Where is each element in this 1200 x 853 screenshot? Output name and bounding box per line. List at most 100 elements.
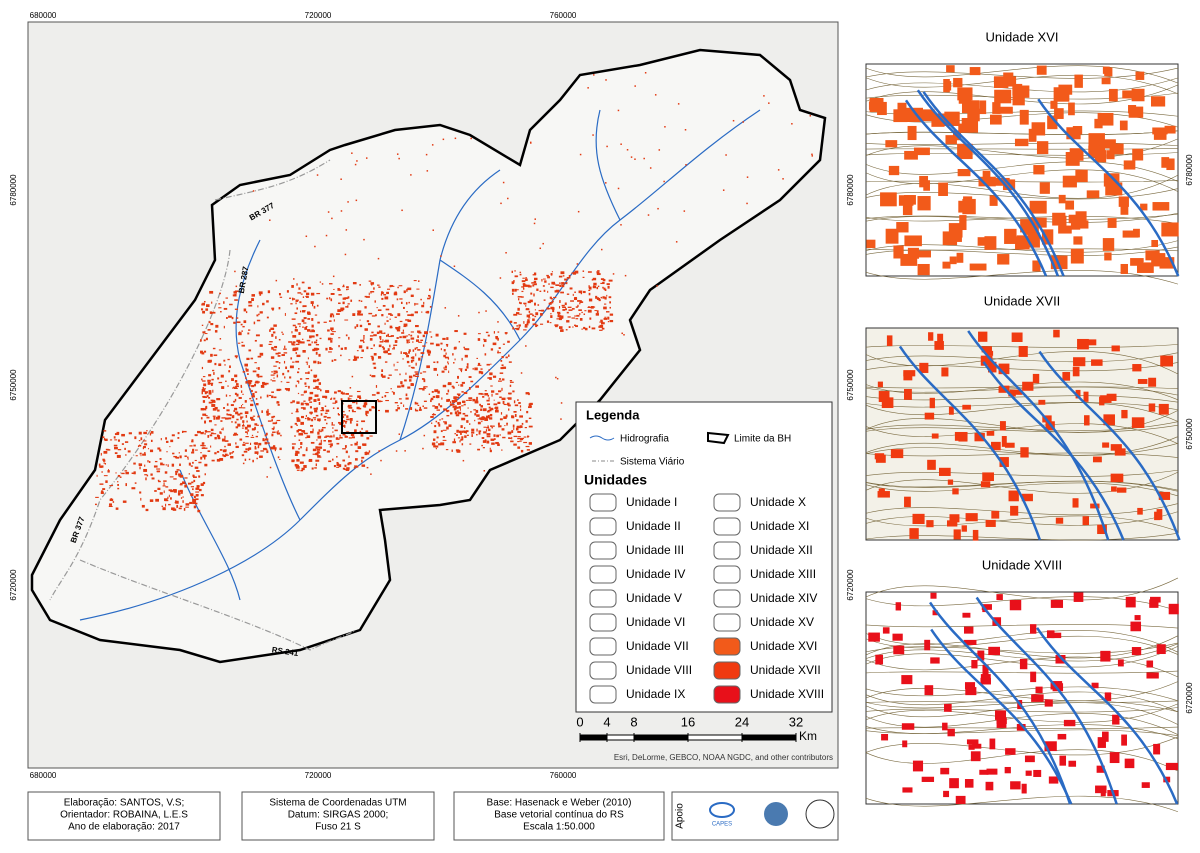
scale-label: 0 [576,714,583,729]
patch [113,444,118,447]
unit-label: Unidade VI [626,615,685,629]
patch [271,416,274,419]
unit-label: Unidade II [626,519,681,533]
patch [371,394,376,396]
unit-cell [1065,200,1075,210]
inset-locator [341,400,377,434]
unit-cell [949,778,959,789]
patch [267,408,269,411]
patch [204,447,208,449]
patch [438,403,440,406]
patch [603,287,606,290]
patch [357,312,361,316]
patch [330,398,332,400]
patch [370,291,372,294]
patch [319,389,322,392]
unit-cell [1148,377,1157,387]
patch [261,410,263,413]
patch [353,466,356,469]
contour [865,386,1179,396]
patch [397,286,399,289]
unit-cell [1052,212,1066,226]
patch [559,282,561,284]
patch [428,294,431,297]
patch [266,394,269,398]
patch [208,391,212,395]
patch [522,284,527,287]
patch [281,354,285,357]
patch [241,427,244,429]
unit-cell [958,89,971,104]
stream [916,89,1060,277]
patch [396,361,399,363]
patch [227,385,229,387]
patch [202,431,204,433]
patch [259,455,263,458]
patch [295,466,300,469]
patch [159,492,163,495]
patch [162,485,166,487]
patch [159,458,162,460]
patch [344,319,349,321]
patch [464,414,469,417]
patch [312,428,314,432]
patch [575,306,579,308]
patch [304,385,308,387]
patch [552,309,555,313]
patch [179,463,181,467]
unit-cell [1110,444,1122,451]
patch [474,419,476,422]
patch [205,337,208,341]
patch [596,271,600,274]
unit-cell [958,432,968,442]
patch [555,376,557,379]
patch [271,371,273,373]
patch [427,297,431,300]
patch [375,385,378,388]
patch [315,459,320,462]
unit-cell [1001,436,1007,447]
patch [560,418,562,420]
patch [556,377,559,380]
patch [310,431,314,434]
unit-cell [956,252,964,263]
patch [277,352,281,354]
patch [356,406,360,410]
patch [435,420,438,423]
unit-cell [1057,733,1067,740]
patch [576,263,579,265]
patch [474,400,479,404]
patch [245,442,249,444]
patch [414,303,419,305]
patch [476,428,478,432]
patch [401,332,405,334]
patch [525,278,528,281]
patch [475,409,479,413]
patch [230,455,234,459]
patch [254,383,257,387]
patch [163,490,165,494]
patch [204,456,206,460]
unit-cell [1083,391,1089,402]
patch [305,235,308,238]
patch [442,435,445,438]
patch [521,280,526,283]
patch [460,432,462,435]
patch [493,438,496,440]
contour [865,344,1179,348]
patch [169,476,174,478]
patch [245,431,248,433]
patch [361,464,366,467]
patch [501,397,506,401]
patch [316,174,319,176]
unit-cell [998,363,1010,375]
patch [463,332,467,335]
patch [486,436,491,438]
patch [489,417,493,420]
patch [432,395,436,398]
patch [410,366,415,369]
patch [408,351,410,354]
patch [518,324,521,327]
unit-cell [1050,681,1063,690]
patch [311,335,315,338]
